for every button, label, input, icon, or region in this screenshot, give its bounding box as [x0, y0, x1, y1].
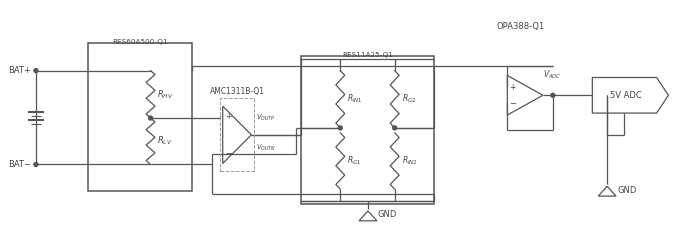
Bar [301, 56, 434, 204]
Circle shape [149, 116, 152, 120]
Bar [89, 43, 192, 191]
Text: OPA388-Q1: OPA388-Q1 [496, 22, 545, 31]
Text: GND: GND [617, 186, 637, 195]
Text: −: − [509, 99, 516, 108]
Circle shape [551, 93, 555, 97]
Text: AMC1311B-Q1: AMC1311B-Q1 [210, 87, 264, 96]
Text: $R_{G1}$: $R_{G1}$ [347, 155, 361, 167]
Text: $R_{IN2}$: $R_{IN2}$ [401, 155, 417, 167]
Text: $R_{HV}$: $R_{HV}$ [158, 88, 174, 100]
Text: +: + [226, 112, 232, 120]
Text: −: − [225, 149, 232, 158]
Bar [220, 98, 255, 171]
Circle shape [34, 163, 38, 166]
Text: 5V ADC: 5V ADC [610, 91, 641, 100]
Text: $R_{LV}$: $R_{LV}$ [158, 135, 173, 148]
Circle shape [34, 69, 38, 73]
Text: $V_{ADC}$: $V_{ADC}$ [543, 69, 562, 81]
Text: BAT−: BAT− [8, 160, 31, 169]
Text: RES60A500-Q1: RES60A500-Q1 [112, 39, 168, 45]
Text: $R_{IN1}$: $R_{IN1}$ [347, 93, 363, 105]
Text: $V_{OUTP}$: $V_{OUTP}$ [256, 113, 275, 123]
Text: $R_{G2}$: $R_{G2}$ [401, 93, 416, 105]
Text: $V_{OUTN}$: $V_{OUTN}$ [256, 143, 276, 153]
Circle shape [338, 126, 343, 130]
Circle shape [392, 126, 397, 130]
Text: +: + [509, 83, 516, 92]
Text: GND: GND [378, 210, 397, 219]
Text: RES11A25-Q1: RES11A25-Q1 [342, 52, 393, 58]
Text: BAT+: BAT+ [8, 66, 31, 75]
